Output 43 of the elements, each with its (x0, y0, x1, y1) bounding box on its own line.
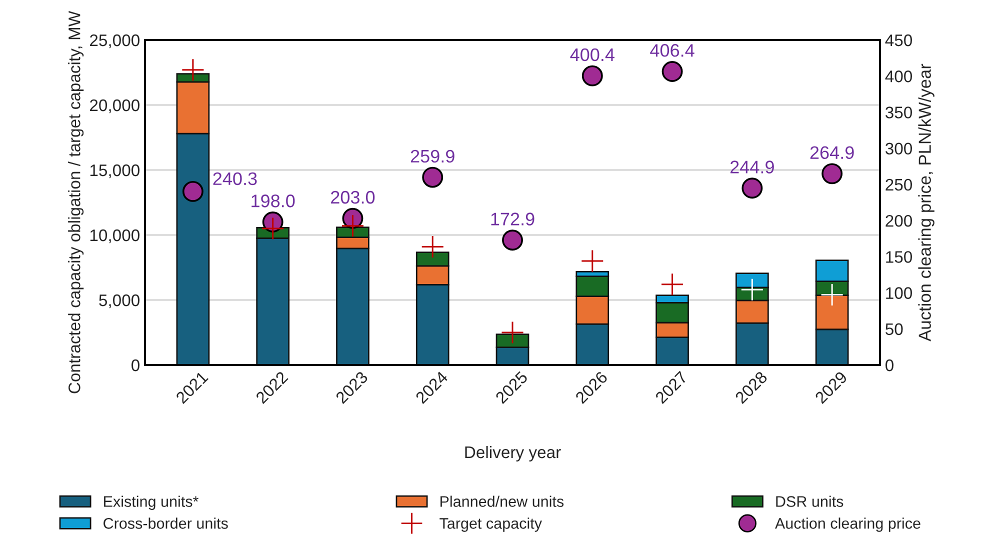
y-tick-label: 20,000 (90, 99, 140, 114)
data-label: 264.9 (810, 146, 854, 160)
point (182, 59, 204, 81)
point (821, 284, 843, 306)
y-tick-label: 0 (132, 359, 140, 372)
data-label: 198.0 (252, 194, 295, 208)
point (502, 322, 524, 344)
legend-label: Auction clearing price (774, 518, 920, 532)
point (741, 278, 763, 300)
y2-axis-title: Auction clearing price, PLN/kW/year (918, 64, 934, 342)
legend-label: Planned/new units (440, 496, 564, 507)
legend-label: Cross-border units (104, 518, 228, 529)
y2-tick-label: 200 (886, 214, 912, 227)
y2-tick-label: 300 (885, 142, 912, 155)
data-label: 406.4 (650, 44, 694, 57)
y2-tick-label: 350 (885, 106, 912, 118)
y2-tick-label: 450 (885, 34, 912, 46)
data-label: 240.3 (213, 172, 257, 186)
data-label: 244.9 (730, 160, 774, 174)
data-label: 259.9 (410, 150, 454, 163)
y2-tick-label: 50 (886, 323, 903, 336)
data-label: 172.9 (491, 212, 534, 226)
point (422, 236, 444, 258)
point (342, 215, 364, 237)
y2-tick-label: 150 (886, 251, 912, 263)
legend-label: Target capacity (440, 518, 542, 532)
data-label: 203.0 (331, 190, 375, 204)
y2-tick-label: 400 (885, 70, 912, 82)
y-axis-title: Contracted capacity obligation / target capacity, MW (68, 10, 84, 394)
legend-label: Existing units* (104, 496, 198, 510)
data-label: 400.4 (570, 48, 614, 62)
legend-label: DSR units (776, 496, 844, 507)
point (582, 250, 604, 272)
y-tick-label: 10,000 (90, 229, 140, 244)
y2-tick-label: 250 (886, 178, 912, 191)
point (662, 274, 684, 296)
x-axis-title: Delivery year (465, 446, 561, 462)
y-tick-label: 15,000 (90, 164, 140, 178)
y-tick-label: 5,000 (99, 294, 140, 308)
y2-tick-label: 100 (886, 287, 912, 299)
point (262, 218, 284, 240)
y-tick-label: 25,000 (90, 34, 140, 48)
y2-tick-label: 0 (886, 359, 894, 372)
